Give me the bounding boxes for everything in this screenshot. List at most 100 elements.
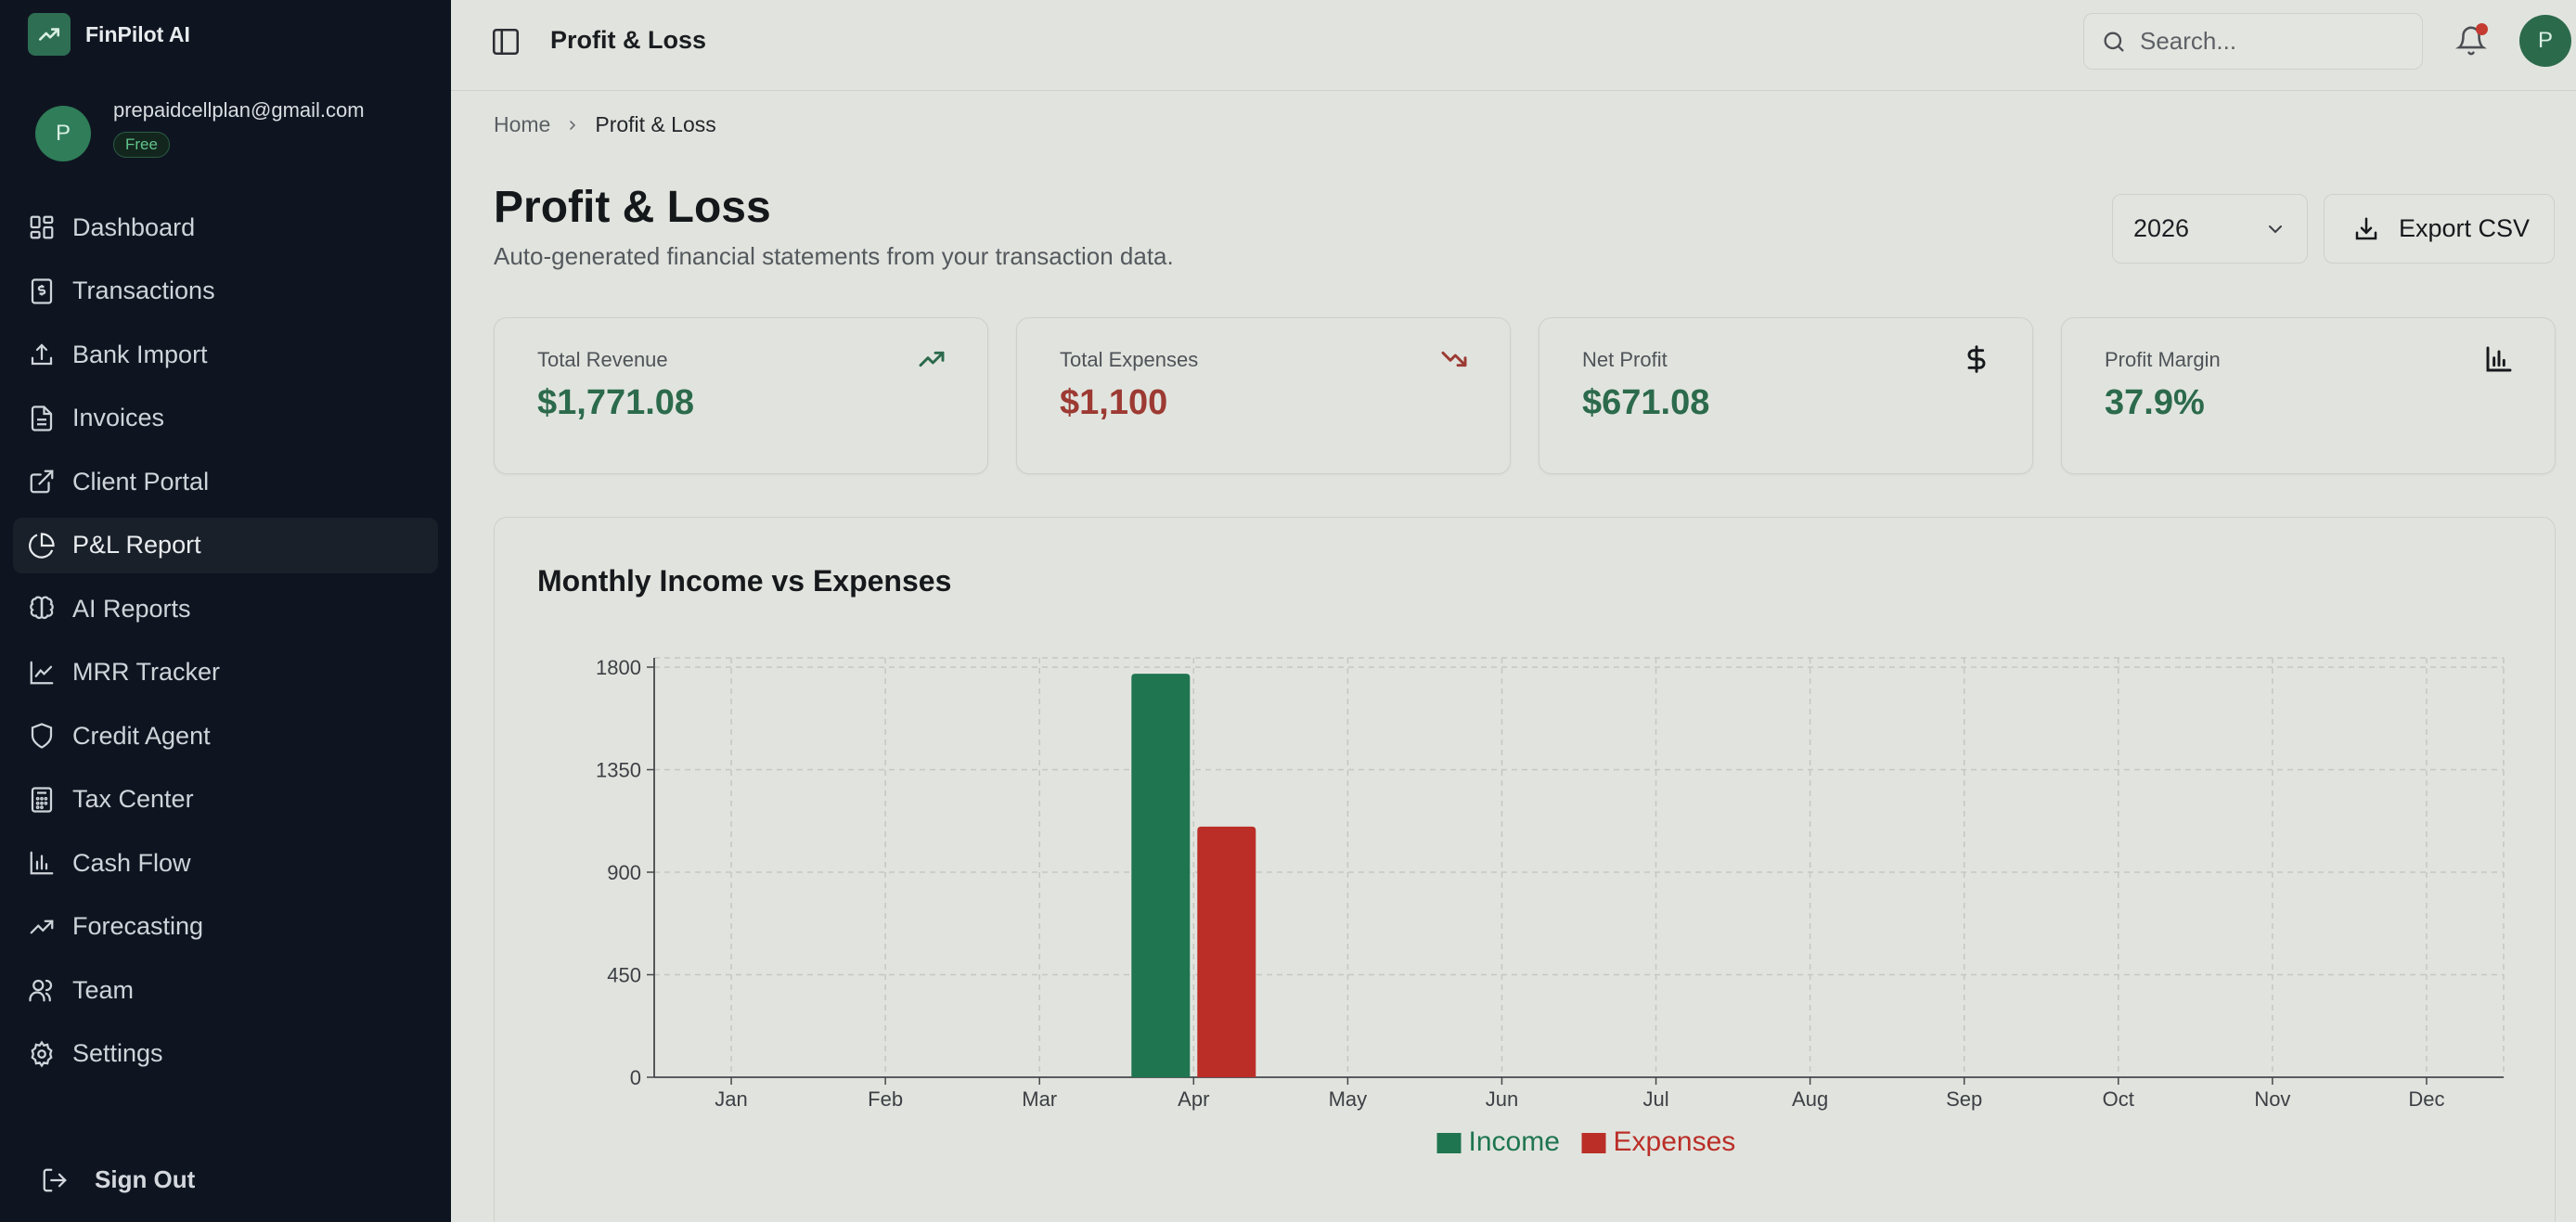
bar-chart-icon [30,851,54,875]
dashboard-icon [30,215,54,239]
calculator-icon [31,786,53,813]
x-tick-label: Mar [1022,1087,1057,1111]
stat-card-profit-margin: Profit Margin 37.9% [2061,317,2556,474]
y-tick-label: 900 [607,861,641,884]
stat-value: $1,100 [1060,383,1168,422]
x-tick-label: Nov [2254,1087,2290,1111]
sidebar-item-invoices[interactable]: Invoices [13,391,438,446]
page-subtitle: Auto-generated financial statements from… [494,242,1174,270]
plan-badge: Free [113,132,170,158]
bell-icon[interactable] [2455,24,2487,58]
stat-label: Net Profit [1582,348,1668,371]
sidebar-item-cash-flow[interactable]: Cash Flow [13,835,438,891]
y-tick-label: 0 [630,1066,641,1089]
y-tick-label: 1350 [596,759,641,782]
breadcrumb: Home Profit & Loss [494,112,716,137]
sidebar-item-label: Transactions [72,277,215,304]
sign-out-button[interactable]: Sign Out [41,1165,195,1194]
external-link-icon [30,470,54,494]
stat-label: Total Expenses [1060,348,1199,371]
brand-logo-icon [28,13,71,56]
upload-icon [31,343,53,366]
pie-chart-icon [29,532,55,559]
sign-out-label: Sign Out [95,1165,196,1193]
sidebar-item-forecasting[interactable]: Forecasting [13,899,438,955]
bar-income-apr [1131,674,1191,1077]
stat-card-total-revenue: Total Revenue $1,771.08 [494,317,988,474]
account-info: P prepaidcellplan@gmail.com Free [35,96,365,161]
gear-icon [31,1040,53,1067]
chart-card: Monthly Income vs Expenses 0 450 900 1350 18… [494,517,2556,1222]
chevron-right-icon [570,120,576,130]
search-box[interactable] [2083,13,2423,70]
sidebar-nav: Dashboard Transactions Bank Import Invoi… [13,199,438,1089]
chevron-down-icon [2269,225,2282,233]
users-icon [29,979,53,1002]
x-tick-label: May [1329,1087,1368,1111]
sidebar-item-bank-import[interactable]: Bank Import [13,327,438,382]
sidebar-item-credit-agent[interactable]: Credit Agent [13,708,438,764]
brain-icon [30,596,54,620]
download-icon [2355,217,2377,239]
sidebar-item-label: MRR Tracker [72,658,221,686]
sidebar-item-label: Settings [72,1039,163,1067]
x-tick-label: Jan [715,1087,747,1111]
search-input[interactable] [2140,27,2409,56]
sidebar-item-team[interactable]: Team [13,962,438,1018]
x-tick-label: Dec [2408,1087,2444,1111]
stat-value: 37.9% [2105,383,2205,422]
bar-chart-icon [2486,346,2512,372]
sidebar-item-label: Forecasting [72,912,204,940]
y-tick-label: 450 [607,964,641,987]
avatar[interactable]: P [35,106,91,161]
legend-label-income: Income [1469,1126,1560,1157]
user-avatar[interactable]: P [2519,15,2571,67]
stat-label: Total Revenue [537,348,668,371]
income-expenses-chart: 0 450 900 1350 1800 Jan Feb Mar Apr May Jun Jul Aug S… [596,656,2505,1157]
x-tick-label: Aug [1792,1087,1828,1111]
year-select[interactable]: 2026 [2112,194,2308,264]
sidebar-item-label: Team [72,975,135,1004]
sidebar-item-ai-reports[interactable]: AI Reports [13,581,438,637]
page-title: Profit & Loss [494,183,771,232]
export-csv-button[interactable]: Export CSV [2324,194,2555,264]
sidebar: FinPilot AI P prepaidcellplan@gmail.com … [0,0,451,1222]
brand[interactable]: FinPilot AI [28,13,190,56]
export-csv-label: Export CSV [2399,214,2531,242]
topbar-title: Profit & Loss [550,26,707,54]
sidebar-item-label: Dashboard [72,212,196,241]
line-chart-icon [30,661,54,684]
notification-dot [2476,23,2488,35]
stat-value: $1,771.08 [537,383,695,422]
sidebar-item-label: P&L Report [72,531,201,559]
sidebar-item-label: Tax Center [72,785,194,813]
sidebar-toggle-icon[interactable] [490,26,522,58]
x-tick-label: Jul [1642,1087,1668,1111]
chart-title: Monthly Income vs Expenses [537,564,952,598]
sidebar-item-label: Bank Import [72,340,208,368]
sidebar-item-label: Credit Agent [72,721,211,750]
stat-card-total-expenses: Total Expenses $1,100 [1016,317,1511,474]
search-icon [2104,32,2124,51]
stat-card-net-profit: Net Profit $671.08 [1539,317,2033,474]
sidebar-item-client-portal[interactable]: Client Portal [13,454,438,509]
legend-label-expenses: Expenses [1614,1126,1736,1157]
sidebar-item-transactions[interactable]: Transactions [13,264,438,319]
dollar-icon [1967,345,1986,373]
stat-value: $671.08 [1582,383,1710,422]
sidebar-item-label: AI Reports [72,594,191,623]
sidebar-item-dashboard[interactable]: Dashboard [13,199,438,255]
trending-up-icon [30,920,54,933]
x-tick-label: Jun [1486,1087,1518,1111]
sidebar-item-pl-report[interactable]: P&L Report [13,517,438,573]
sidebar-item-mrr-tracker[interactable]: MRR Tracker [13,645,438,701]
sidebar-item-tax-center[interactable]: Tax Center [13,772,438,828]
sidebar-item-settings[interactable]: Settings [13,1026,438,1082]
x-tick-label: Apr [1178,1087,1209,1111]
trending-up-icon [919,351,945,367]
brand-name: FinPilot AI [85,21,190,46]
x-tick-label: Sep [1946,1087,1982,1111]
sidebar-item-label: Cash Flow [72,848,191,877]
receipt-icon [31,277,53,304]
breadcrumb-home-link[interactable]: Home [494,112,551,136]
